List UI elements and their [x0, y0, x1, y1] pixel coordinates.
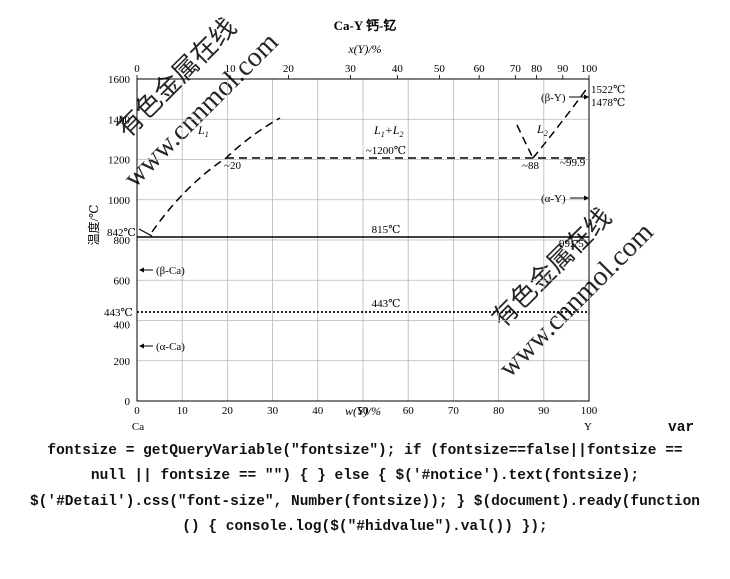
bottom-tick-label: 60: [403, 405, 415, 417]
monotectic-temp-label: ~1200℃: [366, 145, 406, 157]
top-tick-label: 10: [225, 63, 237, 75]
watermark-bottom: 有色金属在线 www.cnnmol.com: [486, 203, 659, 384]
phase-alpha-ca: (α-Ca): [156, 341, 185, 353]
top-tick-label: 20: [283, 63, 295, 75]
element-y-label: Y: [584, 421, 592, 433]
y-axis-label: 温度/℃: [86, 205, 101, 246]
bottom-axis-label: w(Y)/%: [345, 404, 381, 418]
arrow-head-beta-ca: [139, 267, 144, 273]
phase-label-l2: L2: [536, 122, 548, 138]
arrow-head-beta-y: [584, 94, 589, 100]
ca-melting-point: 842℃: [107, 227, 136, 239]
eutectic-temp-label: 815℃: [372, 224, 401, 236]
top-axis-ticks: 0 10 20 30 40 50 60 70 80 90 100: [134, 63, 598, 79]
y-tick-label: 600: [114, 275, 131, 287]
grid: [137, 79, 589, 401]
element-ca-label: Ca: [132, 421, 144, 433]
bottom-tick-label: 100: [581, 405, 598, 417]
composition-88: ~88: [522, 160, 539, 172]
phase-beta-ca: (β-Ca): [156, 265, 185, 277]
phase-label-l1: L1: [197, 123, 209, 139]
code-line-1: var: [668, 420, 695, 436]
phase-beta-y: (β-Y): [541, 92, 566, 104]
composition-20: ~20: [224, 160, 241, 172]
composition-99-9: ~99.9: [560, 157, 586, 169]
bottom-tick-label: 50: [358, 405, 370, 417]
top-axis-label: x(Y)/%: [347, 42, 381, 56]
ca-transformation-temp: 443℃: [104, 307, 133, 319]
y-tick-label: 1400: [108, 114, 131, 126]
bottom-tick-label: 30: [267, 405, 279, 417]
bottom-tick-label: 90: [538, 405, 550, 417]
plot-frame: [136, 78, 590, 402]
bottom-axis-ticks: 0 10 20 30 40 50 60 70 80 90 100: [134, 405, 598, 417]
y-tick-label: 0: [125, 396, 131, 408]
top-tick-label: 100: [581, 63, 598, 75]
y-tick-label: 1600: [108, 74, 131, 86]
y-tick-label: 1000: [108, 195, 131, 207]
code-line-5: () { console.log($("#hidvalue").val()) }…: [182, 519, 548, 535]
transformation-443-label: 443℃: [372, 298, 401, 310]
arrow-head-alpha-ca: [139, 343, 144, 349]
code-line-2: fontsize = getQueryVariable("fontsize");…: [47, 443, 683, 459]
top-tick-label: 70: [510, 63, 522, 75]
y-melting-point: 1522℃: [591, 84, 625, 96]
arrow-head-alpha-y: [584, 195, 589, 201]
ca-side-liquidus: [138, 228, 153, 237]
top-tick-label: 30: [345, 63, 357, 75]
bottom-tick-label: 20: [222, 405, 234, 417]
composition-99-75: 99.75: [559, 238, 584, 250]
top-tick-label: 0: [134, 63, 140, 75]
bottom-tick-label: 0: [134, 405, 140, 417]
bottom-tick-label: 80: [493, 405, 505, 417]
top-tick-label: 60: [474, 63, 486, 75]
y-axis-ticks: 0 200 400 600 800 1000 1200 1400 1600: [108, 74, 131, 408]
liquidus-l2-right: [532, 86, 589, 159]
diagram-title: Ca-Y 钙-钇: [334, 18, 397, 33]
top-tick-label: 90: [557, 63, 569, 75]
phase-label-l1-l2: L1+L2: [373, 123, 403, 139]
bottom-tick-label: 40: [312, 405, 324, 417]
y-tick-label: 800: [114, 235, 131, 247]
y-tick-label: 200: [114, 356, 131, 368]
code-line-4: $('#Detail').css("font-size", Number(fon…: [29, 494, 700, 510]
top-tick-label: 40: [392, 63, 404, 75]
top-tick-label: 80: [531, 63, 543, 75]
y-transformation-temp: 1478℃: [591, 97, 625, 109]
phase-diagram: 有色金属在线 www.cnnmol.com 有色金属在线 www.cnnmol.…: [86, 13, 660, 433]
y-tick-label: 400: [114, 320, 131, 332]
liquidus-l2-left: [516, 124, 534, 159]
bottom-tick-label: 10: [177, 405, 189, 417]
phase-alpha-y: (α-Y): [541, 193, 566, 205]
bottom-tick-label: 70: [448, 405, 460, 417]
y-tick-label: 1200: [108, 155, 131, 167]
top-tick-label: 50: [434, 63, 446, 75]
code-line-3: null || fontsize == "") { } else { $('#n…: [90, 468, 640, 484]
liquidus-l1-curve: [151, 117, 281, 233]
